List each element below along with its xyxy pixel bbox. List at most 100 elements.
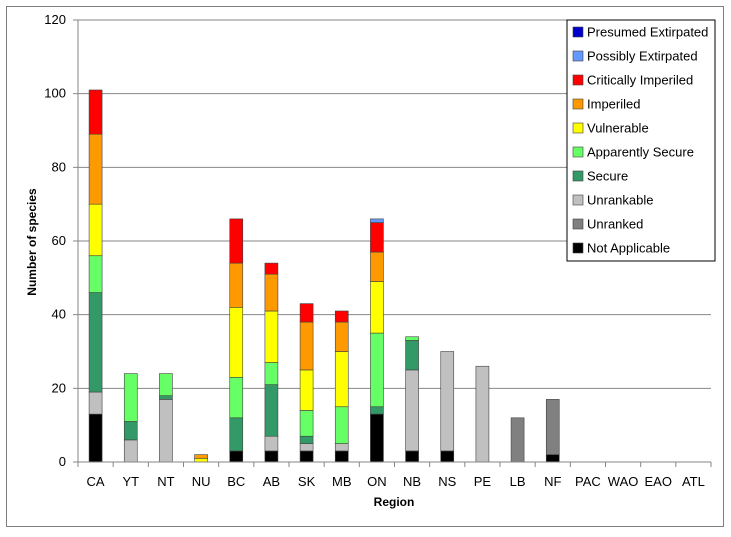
- bar-segment: [264, 450, 279, 463]
- x-tick-label: NS: [438, 474, 456, 489]
- bar-segment: [370, 413, 384, 463]
- legend-swatch: [572, 122, 584, 134]
- legend-swatch: [572, 26, 584, 38]
- y-tick-label: 100: [44, 86, 66, 101]
- bar-segment: [299, 369, 314, 411]
- bar-segment: [123, 439, 138, 463]
- x-tick-label: NT: [157, 474, 174, 489]
- bar-segment: [370, 251, 384, 282]
- legend-label: Unranked: [587, 217, 643, 232]
- x-tick-label: SK: [298, 474, 316, 489]
- legend-swatch: [572, 218, 584, 230]
- y-tick-label: 0: [59, 454, 66, 469]
- bar-segment: [440, 450, 455, 463]
- x-tick-label: MB: [332, 474, 352, 489]
- bar-segment: [194, 458, 208, 463]
- bar-segment: [264, 435, 279, 452]
- x-tick-label: NF: [544, 474, 561, 489]
- bar-segment: [264, 362, 279, 385]
- legend-label: Apparently Secure: [587, 145, 694, 160]
- bar-segment: [229, 450, 244, 463]
- bar-segment: [299, 321, 314, 371]
- legend-swatch: [572, 98, 584, 110]
- bar-segment: [510, 417, 525, 463]
- x-tick-label: AB: [263, 474, 280, 489]
- y-axis-title: Number of species: [25, 188, 39, 296]
- bar-segment: [88, 89, 103, 135]
- y-tick-label: 120: [44, 12, 66, 27]
- bar-segment: [545, 454, 560, 463]
- bar-segment: [229, 262, 244, 308]
- legend-label: Possibly Extirpated: [587, 49, 698, 64]
- bar-segment: [334, 351, 349, 408]
- bar-segment: [264, 310, 279, 363]
- bar-segment: [334, 443, 349, 452]
- bars: [88, 89, 560, 463]
- x-tick-label: EAO: [645, 474, 672, 489]
- x-tick-label: PAC: [575, 474, 601, 489]
- x-tick-label: BC: [227, 474, 245, 489]
- bar-segment: [299, 303, 314, 323]
- bar-segment: [334, 321, 349, 352]
- legend-label: Not Applicable: [587, 241, 670, 256]
- y-tick-label: 60: [52, 233, 66, 248]
- x-tick-label: YT: [122, 474, 139, 489]
- bar-segment: [334, 450, 349, 463]
- x-tick-label: NB: [403, 474, 421, 489]
- bar-segment: [88, 255, 103, 293]
- y-tick-label: 40: [52, 307, 66, 322]
- bar-segment: [299, 435, 314, 444]
- bar-segment: [194, 454, 208, 459]
- axes: [73, 19, 712, 467]
- bar-segment: [88, 413, 103, 463]
- y-tick-label: 80: [52, 159, 66, 174]
- bar-segment: [123, 373, 138, 422]
- bar-segment: [159, 399, 173, 463]
- legend-label: Imperiled: [587, 97, 640, 112]
- bar-segment: [334, 406, 349, 444]
- bar-segment: [88, 203, 103, 257]
- bar-segment: [370, 222, 384, 253]
- legend-swatch: [572, 74, 584, 86]
- bar-segment: [370, 406, 384, 415]
- bar-segment: [299, 450, 314, 463]
- bar-segment: [299, 410, 314, 437]
- x-tick-label: LB: [510, 474, 526, 489]
- legend-swatch: [572, 146, 584, 158]
- x-tick-label: NU: [192, 474, 211, 489]
- bar-segment: [440, 351, 455, 452]
- legend-label: Presumed Extirpated: [587, 25, 708, 40]
- bar-segment: [405, 336, 419, 341]
- x-axis-title: Region: [374, 495, 415, 509]
- bar-segment: [405, 340, 419, 371]
- bar-segment: [405, 450, 419, 463]
- legend-label: Critically Imperiled: [587, 73, 693, 88]
- bar-segment: [370, 281, 384, 334]
- x-tick-label: PE: [474, 474, 492, 489]
- legend-label: Secure: [587, 169, 628, 184]
- legend-box: [566, 19, 716, 262]
- bar-segment: [299, 443, 314, 452]
- bar-segment: [159, 395, 173, 400]
- bar-segment: [545, 399, 560, 455]
- legend-swatch: [572, 170, 584, 182]
- legend-swatch: [572, 242, 584, 254]
- x-tick-label: ATL: [682, 474, 705, 489]
- bar-segment: [229, 306, 244, 378]
- bar-segment: [123, 421, 138, 441]
- bar-segment: [229, 376, 244, 419]
- bar-segment: [159, 373, 173, 397]
- x-tick-labels: CA YT NT NU BC AB SK MB ON NB NS PE LB NF PAC WAO EAO ATL: [87, 474, 705, 489]
- bar-segment: [405, 369, 419, 452]
- bar-segment: [370, 332, 384, 408]
- bar-segment: [88, 391, 103, 415]
- bar-segment: [475, 365, 490, 463]
- legend: Presumed Extirpated Possibly Extirpated Cr…: [566, 19, 716, 262]
- x-tick-label: CA: [87, 474, 105, 489]
- bar-segment: [229, 417, 244, 452]
- legend-swatch: [572, 50, 584, 62]
- y-tick-labels: 0 20 40 60 80 100 120: [44, 12, 66, 469]
- bar-segment: [334, 310, 349, 323]
- bar-segment: [88, 133, 103, 205]
